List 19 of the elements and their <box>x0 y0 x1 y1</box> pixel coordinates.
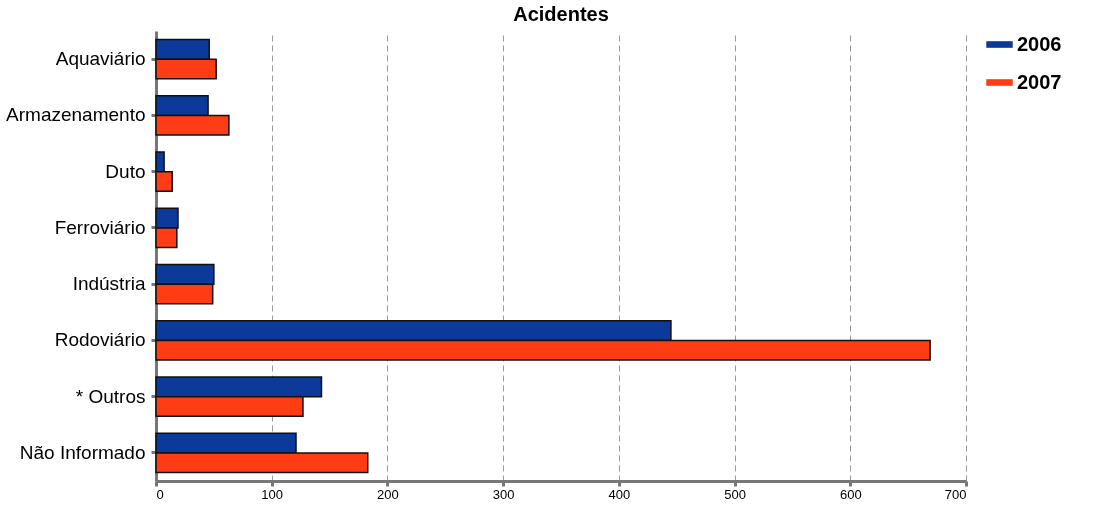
legend-label: 2007 <box>1017 70 1062 93</box>
x-tick-label: 400 <box>608 486 631 502</box>
x-tick-label: 700 <box>944 486 967 502</box>
y-tick-label: * Outros <box>75 385 146 407</box>
y-tick-label: Armazenamento <box>6 104 146 126</box>
x-tick-label: 200 <box>377 486 399 502</box>
y-tick-label: Aquaviário <box>55 48 146 70</box>
y-tick-label: Ferroviário <box>54 216 146 238</box>
legend-label: 2006 <box>1017 32 1062 55</box>
y-tick-label: Rodoviário <box>54 329 146 351</box>
x-tick-label: 600 <box>839 486 862 502</box>
y-tick-label: Não Informado <box>19 441 146 463</box>
x-tick-label: 100 <box>261 486 284 502</box>
chart-title: Acidentes <box>513 3 609 25</box>
x-tick-label: 0 <box>156 486 164 502</box>
x-tick-label: 500 <box>724 486 746 502</box>
x-tick-label: 300 <box>492 486 515 502</box>
y-tick-label: Duto <box>105 160 146 182</box>
y-tick-label: Indústria <box>72 273 146 295</box>
